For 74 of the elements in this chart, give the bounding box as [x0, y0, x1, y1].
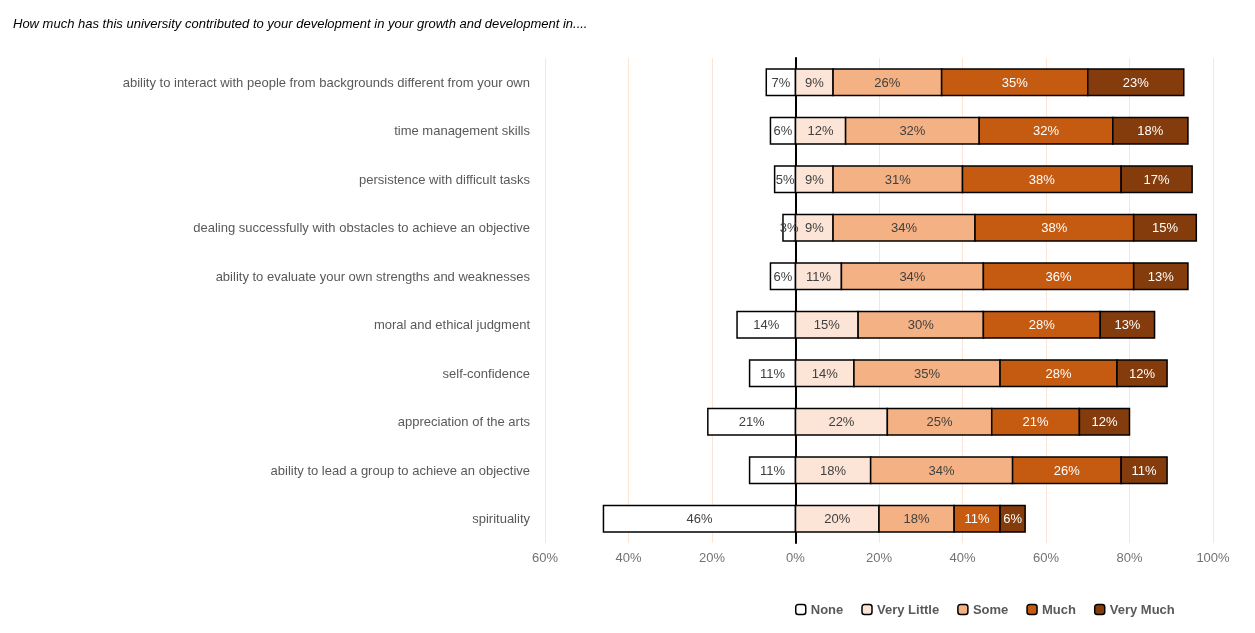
x-tick-label: 0%: [786, 550, 806, 565]
data-label: 5%: [775, 171, 795, 187]
x-tick-label: 40%: [615, 550, 642, 565]
data-label: 22%: [828, 414, 855, 430]
data-label: 14%: [753, 317, 780, 333]
data-label: 13%: [1147, 268, 1175, 284]
legend-label: Very Little: [877, 602, 940, 617]
x-tick-label: 60%: [531, 550, 559, 565]
data-label: 11%: [964, 511, 991, 527]
data-label: 6%: [773, 268, 793, 284]
data-label: 38%: [1041, 220, 1068, 236]
y-tick-label: appreciation of the arts: [397, 414, 531, 430]
x-tick-label: 80%: [1116, 550, 1143, 565]
data-label: 12%: [1129, 365, 1156, 381]
data-label: 9%: [804, 171, 825, 187]
data-label: 11%: [1131, 462, 1158, 478]
x-tick-label: 20%: [698, 550, 726, 565]
y-tick-label: ability to lead a group to achieve an objective: [270, 462, 530, 478]
data-label: 12%: [807, 123, 834, 139]
x-tick-label: 20%: [865, 550, 893, 565]
data-label: 11%: [760, 365, 786, 381]
data-label: 12%: [1091, 414, 1118, 430]
data-label: 34%: [899, 268, 926, 284]
data-label: 36%: [1045, 268, 1072, 284]
legend-label: None: [810, 602, 844, 617]
x-tick-label: 100%: [1196, 550, 1231, 565]
data-label: 34%: [928, 462, 956, 478]
legend-label: Very Much: [1109, 602, 1175, 617]
data-label: 34%: [891, 220, 918, 236]
data-label: 18%: [1137, 123, 1164, 139]
y-tick-label: ability to interact with people from backgrounds different from your own: [122, 74, 530, 90]
data-label: 25%: [926, 414, 953, 430]
y-tick-label: ability to evaluate your own strengths and weaknesses: [215, 268, 531, 284]
data-label: 17%: [1143, 171, 1171, 187]
data-label: 15%: [1151, 220, 1179, 236]
data-label: 32%: [1032, 123, 1060, 139]
data-label: 6%: [1003, 511, 1023, 527]
data-label: 46%: [686, 511, 713, 527]
data-label: 32%: [899, 123, 926, 139]
data-label: 26%: [1053, 462, 1081, 478]
y-tick-label: persistence with difficult tasks: [359, 171, 531, 187]
y-tick-label: self-confidence: [442, 365, 530, 381]
data-label: 28%: [1028, 317, 1056, 333]
data-label: 9%: [804, 220, 825, 236]
data-label: 30%: [907, 317, 935, 333]
data-label: 9%: [804, 74, 825, 90]
data-label: 18%: [903, 511, 931, 527]
data-label: 38%: [1028, 171, 1056, 187]
data-label: 11%: [760, 462, 786, 478]
data-label: 23%: [1122, 74, 1150, 90]
data-label: 6%: [773, 123, 793, 139]
x-tick-label: 40%: [949, 550, 976, 565]
data-label: 21%: [1022, 414, 1050, 430]
data-label: 20%: [824, 511, 851, 527]
text: How much has this university contributed to your development in your growth and development in....: [13, 16, 588, 31]
data-label: 18%: [820, 462, 847, 478]
y-tick-label: time management skills: [394, 123, 531, 139]
data-label: 21%: [738, 414, 766, 430]
legend-label: Much: [1042, 602, 1077, 617]
y-tick-label: dealing successfully with obstacles to achieve an objective: [193, 220, 530, 236]
y-tick-label: spirituality: [472, 511, 531, 527]
data-label: 14%: [811, 365, 839, 381]
y-tick-label: moral and ethical judgment: [373, 317, 531, 333]
legend-label: Some: [972, 602, 1009, 617]
data-label: 15%: [813, 317, 841, 333]
data-label: 31%: [884, 171, 912, 187]
data-label: 13%: [1114, 317, 1141, 333]
data-label: 11%: [805, 268, 832, 284]
data-label: 28%: [1045, 365, 1072, 381]
data-label: 35%: [1001, 74, 1029, 90]
data-label: 35%: [914, 365, 941, 381]
data-label: 7%: [771, 74, 791, 90]
data-label: 26%: [874, 74, 901, 90]
x-tick-label: 60%: [1032, 550, 1060, 565]
